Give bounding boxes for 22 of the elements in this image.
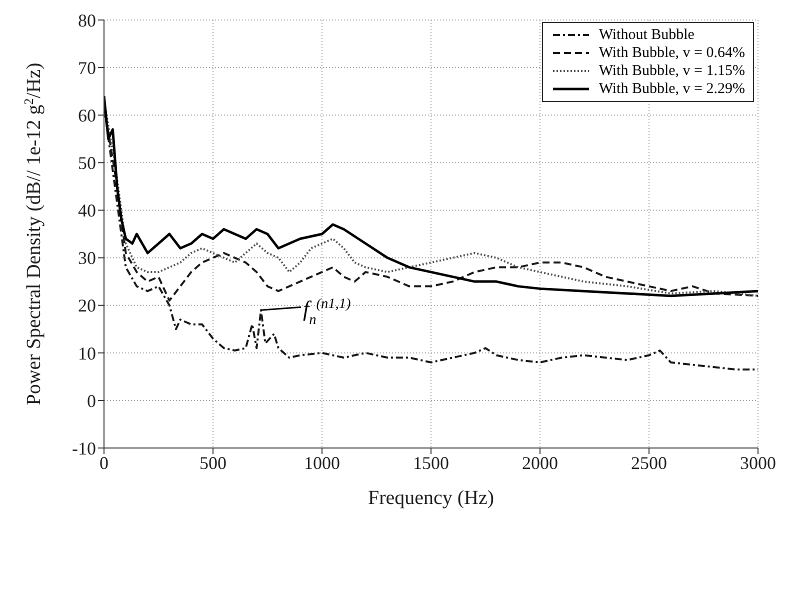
- legend-label: Without Bubble: [598, 26, 694, 44]
- y-tick-label: 0: [87, 390, 96, 411]
- legend-label: With Bubble, v = 1.15%: [598, 62, 745, 80]
- y-tick-label: 40: [78, 200, 96, 221]
- y-tick-label: 50: [78, 153, 96, 174]
- x-tick-label: 1000: [304, 452, 340, 473]
- y-tick-label: -10: [72, 438, 96, 458]
- legend-label: With Bubble, v = 0.64%: [598, 44, 745, 62]
- x-tick-label: 0: [100, 452, 108, 473]
- x-tick-label: 500: [200, 452, 226, 473]
- y-tick-label: 80: [78, 10, 96, 30]
- y-tick-label: 70: [78, 58, 96, 78]
- x-tick-label: 2000: [522, 452, 558, 473]
- y-tick-label: 20: [78, 296, 96, 316]
- x-tick-label: 2500: [631, 452, 667, 473]
- y-tick-label: 30: [78, 248, 96, 268]
- x-tick-label: 1500: [413, 452, 449, 473]
- x-tick-label: 3000: [740, 452, 776, 473]
- y-tick-label: 10: [78, 343, 96, 364]
- y-tick-label: 60: [78, 106, 96, 126]
- x-axis-title: Frequency (Hz): [368, 487, 494, 509]
- legend-label: With Bubble, v = 2.29%: [598, 80, 745, 98]
